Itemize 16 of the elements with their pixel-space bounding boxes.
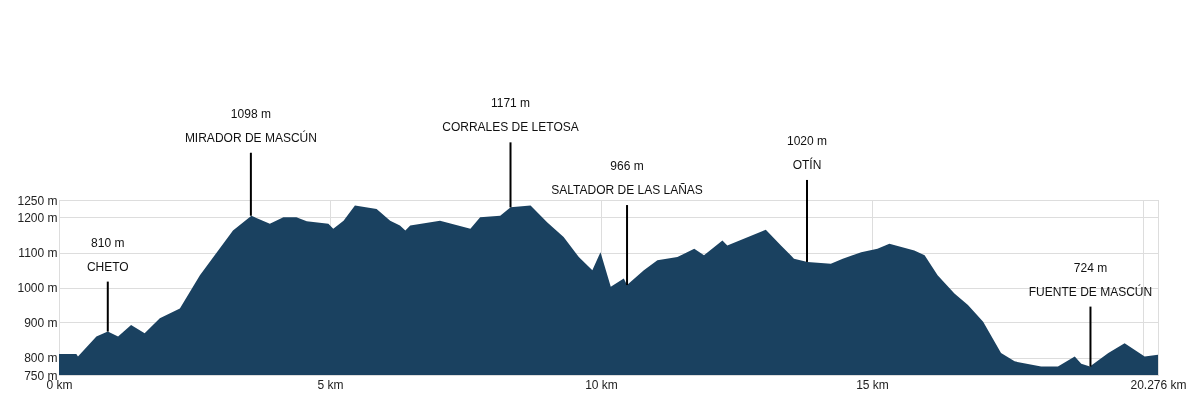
annotation: 810 m CHETO (86, 235, 129, 274)
y-tick-label: 1200 m (17, 211, 58, 225)
x-tick-label: 15 km (856, 377, 889, 392)
x-tick-label: 5 km (317, 377, 344, 392)
y-tick-label: 1000 m (17, 281, 58, 295)
annotation: 1098 m MIRADOR DE MASCÚN (184, 106, 317, 145)
annotation: 1020 m OTÍN (786, 133, 827, 172)
y-tick-label: 1100 m (18, 246, 58, 260)
x-tick-label: 10 km (585, 377, 618, 392)
y-tick-label: 1250 m (17, 193, 58, 208)
y-tick-label: 900 m (24, 316, 58, 330)
annotation: 724 m FUENTE DE MASCÚN (1028, 260, 1153, 299)
annotation: 1171 m CORRALES DE LETOSA (442, 96, 579, 135)
x-tick-label: 20.276 km (1130, 377, 1187, 392)
y-tick-label: 800 m (24, 351, 58, 365)
annotation: 966 m SALTADOR DE LAS LAÑAS (551, 159, 703, 198)
